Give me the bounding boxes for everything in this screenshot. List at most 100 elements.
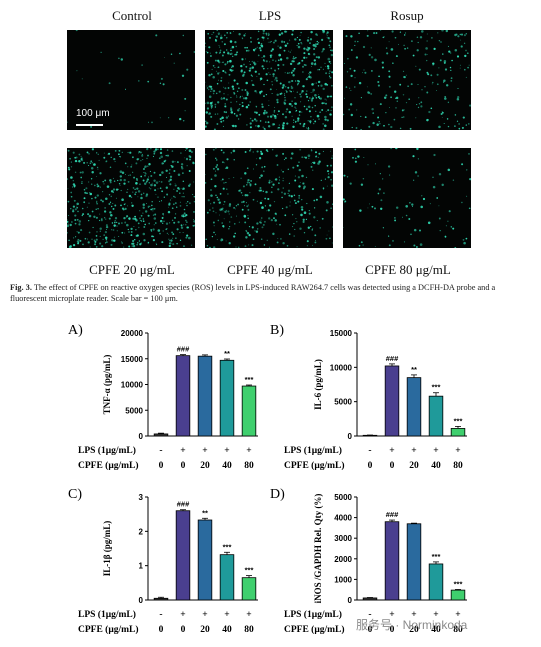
bar — [384, 365, 400, 437]
fluorescent-cell — [223, 51, 226, 54]
bar — [450, 428, 466, 437]
fluorescent-cell — [456, 55, 460, 58]
fluorescent-cell — [307, 226, 310, 229]
fluorescent-cell — [263, 95, 265, 97]
fluorescent-cell — [270, 219, 273, 222]
fluorescent-cell — [245, 202, 247, 204]
fluorescent-cell — [291, 49, 293, 51]
fluorescent-cell — [121, 198, 124, 201]
fluorescent-cell — [291, 100, 293, 102]
fluorescent-cell — [215, 159, 218, 161]
fluorescent-cell — [274, 76, 278, 80]
y-tick-label: 0 — [139, 432, 144, 441]
fluorescent-cell — [182, 192, 184, 194]
fluorescent-cell — [234, 53, 236, 56]
fluorescent-cell — [329, 237, 331, 240]
fluorescent-cell — [315, 96, 318, 99]
fluorescent-cell — [303, 122, 306, 125]
fluorescent-cell — [180, 163, 184, 166]
fluorescent-cell — [323, 102, 325, 104]
fluorescent-cell — [309, 54, 311, 56]
fluorescent-cell — [298, 114, 301, 116]
fluorescent-cell — [264, 205, 267, 207]
fluorescent-cell — [140, 160, 142, 162]
fluorescent-cell — [266, 115, 270, 118]
fluorescent-cell — [251, 226, 254, 229]
fluorescent-cell — [302, 85, 305, 88]
cpfe-value: 40 — [431, 461, 441, 471]
fluorescent-cell — [282, 152, 285, 155]
fluorescent-cell — [254, 230, 256, 232]
fluorescent-cell — [93, 163, 96, 166]
fluorescent-cell — [328, 75, 331, 77]
fluorescent-cell — [394, 217, 396, 219]
fluorescent-cell — [241, 105, 244, 108]
fluorescent-cell — [175, 237, 177, 239]
fluorescent-cell — [182, 214, 185, 216]
fluorescent-cell — [443, 122, 445, 125]
fluorescent-cell — [398, 43, 399, 45]
fluorescent-cell — [260, 217, 263, 219]
fluorescent-cell — [379, 173, 381, 175]
fluorescent-cell — [272, 232, 275, 236]
fluorescent-cell — [189, 183, 191, 186]
fluorescent-cell — [298, 161, 300, 163]
fluorescent-cell — [245, 65, 248, 68]
fluorescent-cell — [331, 114, 332, 116]
fluorescent-cell — [350, 74, 353, 78]
bar — [153, 597, 169, 601]
fluorescent-cell — [466, 52, 469, 55]
fluorescent-cell — [317, 56, 321, 59]
fluorescent-cell — [222, 69, 225, 73]
fluorescent-cell — [290, 86, 294, 90]
significance-label: *** — [245, 375, 254, 384]
fluorescent-cell — [174, 161, 176, 163]
fluorescent-cell — [403, 75, 406, 79]
fluorescent-cell — [276, 214, 277, 216]
cpfe-value: 80 — [453, 461, 463, 471]
fluorescent-cell — [158, 180, 160, 182]
fluorescent-cell — [408, 98, 411, 101]
fluorescent-cell — [316, 43, 319, 45]
fluorescent-cell — [208, 88, 210, 91]
fluorescent-cell — [143, 239, 146, 242]
fluorescent-cell — [153, 150, 156, 153]
fluorescent-cell — [155, 222, 157, 224]
fluorescent-cell — [300, 213, 303, 217]
fluorescent-cell — [110, 195, 113, 198]
fluorescent-cell — [329, 40, 332, 43]
significance-label: ** — [224, 349, 230, 358]
fluorescent-cell — [293, 102, 296, 105]
fluorescent-cell — [72, 210, 75, 213]
fluorescent-cell — [259, 221, 261, 223]
fluorescent-cell — [268, 32, 270, 34]
fluorescent-cell — [227, 193, 229, 195]
fluorescent-cell — [308, 212, 311, 215]
fluorescent-cell — [256, 222, 259, 225]
fluorescent-cell — [349, 67, 352, 70]
fluorescent-cell — [99, 213, 101, 215]
fluorescent-cell — [69, 157, 71, 160]
fluorescent-cell — [246, 167, 249, 170]
cpfe-value: 40 — [222, 625, 232, 635]
fluorescent-cell — [233, 159, 235, 161]
fluorescent-cell — [70, 166, 73, 168]
fluorescent-cell — [447, 220, 449, 222]
fluorescent-cell — [187, 148, 189, 149]
lps-value: + — [180, 446, 185, 456]
fluorescent-cell — [237, 203, 239, 206]
fluorescent-cell — [223, 111, 226, 113]
fluorescent-cell — [269, 41, 271, 43]
fluorescent-cell — [183, 208, 186, 211]
fluorescent-cell — [315, 56, 318, 59]
fluorescent-cell — [310, 62, 314, 65]
fluorescent-cell — [461, 201, 463, 204]
fluorescent-cell — [141, 154, 144, 157]
fluorescent-cell — [293, 199, 296, 202]
fluorescent-cell — [212, 92, 215, 95]
fluorescent-cell — [456, 98, 460, 101]
fluorescent-cell — [284, 214, 287, 217]
fluorescent-cell — [83, 201, 86, 204]
caption-prefix: Fig. 3. — [10, 283, 32, 292]
fluorescent-cell — [247, 104, 250, 106]
